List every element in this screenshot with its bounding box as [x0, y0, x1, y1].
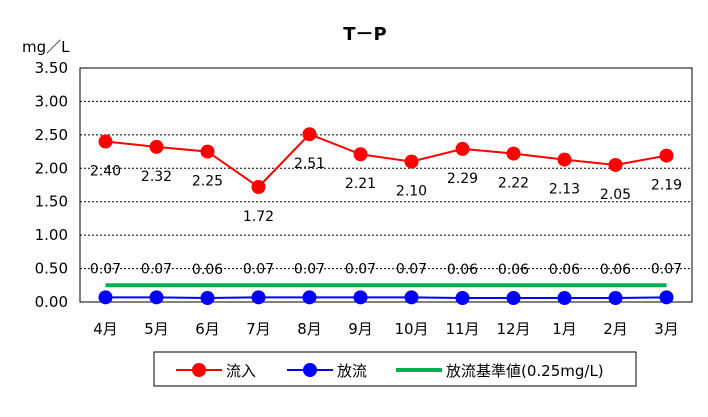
- data-point-series-1: [149, 139, 164, 154]
- data-point-series-2: [353, 290, 368, 305]
- y-tick-label: 2.50: [35, 126, 68, 144]
- data-point-series-2: [455, 290, 470, 305]
- data-label-series-2: 0.07: [651, 261, 682, 277]
- series-line-2: [105, 296, 667, 299]
- y-tick-label: 0.50: [35, 260, 68, 278]
- data-label-series-1: 2.22: [498, 176, 529, 192]
- x-axis-tick-labels: 4月 5月 6月 7月 8月 9月 10月 11月 12月 1月 2月 3月: [93, 320, 679, 338]
- data-point-series-2: [608, 290, 623, 305]
- data-label-series-2: 0.07: [243, 261, 274, 277]
- x-tick-label: 8月: [297, 320, 322, 338]
- data-label-series-2: 0.06: [549, 262, 580, 278]
- data-label-series-1: 2.10: [396, 184, 427, 200]
- data-label-series-1: 2.32: [141, 169, 172, 185]
- data-label-series-1: 2.40: [90, 164, 121, 180]
- y-tick-label: 2.00: [35, 159, 68, 177]
- y-tick-label: 0.00: [35, 293, 68, 311]
- data-point-series-1: [302, 127, 317, 142]
- data-point-series-1: [353, 147, 368, 162]
- data-label-series-1: 2.13: [549, 182, 580, 198]
- x-tick-label: 1月: [552, 320, 577, 338]
- data-point-series-1: [608, 157, 623, 172]
- y-axis-unit-label: mg／L: [22, 38, 70, 56]
- data-point-series-2: [404, 290, 419, 305]
- chart-title: T－P: [343, 24, 386, 45]
- y-tick-label: 3.50: [35, 59, 68, 77]
- legend-label-series-1: 流入: [226, 362, 256, 380]
- data-point-series-2: [302, 290, 317, 305]
- data-label-series-1: 2.21: [345, 176, 376, 192]
- x-tick-label: 11月: [445, 320, 479, 338]
- y-tick-label: 1.50: [35, 193, 68, 211]
- x-tick-label: 7月: [246, 320, 271, 338]
- data-label-series-2: 0.06: [498, 262, 529, 278]
- data-label-series-1: 2.25: [192, 174, 223, 190]
- data-label-series-1: 2.29: [447, 171, 478, 187]
- data-point-series-2: [200, 290, 215, 305]
- x-tick-label: 12月: [496, 320, 530, 338]
- data-label-series-1: 2.51: [294, 156, 325, 172]
- data-point-series-2: [659, 290, 674, 305]
- plot-area-frame: [79, 67, 693, 303]
- legend-marker-series-2: [303, 363, 317, 377]
- data-point-series-1: [557, 152, 572, 167]
- data-point-series-1: [455, 141, 470, 156]
- data-labels-layer: 2.40 2.32 2.25 1.72 2.51 2.21 2.10 2.29 2.22 2.13…: [90, 156, 682, 278]
- data-point-series-2: [251, 290, 266, 305]
- data-point-series-1: [404, 154, 419, 169]
- legend-marker-series-1: [192, 363, 206, 377]
- x-tick-label: 9月: [348, 320, 373, 338]
- legend: 流入 放流 放流基準値(0.25mg/L): [153, 351, 637, 387]
- data-label-series-2: 0.06: [192, 262, 223, 278]
- data-point-series-2: [506, 290, 521, 305]
- data-point-series-1: [251, 180, 266, 195]
- data-label-series-2: 0.07: [396, 261, 427, 277]
- legend-label-series-2: 放流: [337, 362, 367, 380]
- data-label-series-1: 2.19: [651, 178, 682, 194]
- series-line-1: [105, 133, 667, 189]
- data-point-series-1: [506, 146, 521, 161]
- y-tick-label: 3.00: [35, 92, 68, 110]
- legend-label-series-3: 放流基準値(0.25mg/L): [446, 362, 604, 380]
- y-tick-label: 1.00: [35, 226, 68, 244]
- data-label-series-2: 0.07: [141, 261, 172, 277]
- data-label-series-1: 1.72: [243, 209, 274, 225]
- data-point-series-2: [98, 290, 113, 305]
- x-tick-label: 6月: [195, 320, 220, 338]
- x-tick-label: 4月: [93, 320, 118, 338]
- y-axis-tick-labels: 0.00 0.50 1.00 1.50 2.00 2.50 3.00 3.50: [35, 59, 68, 311]
- data-point-series-1: [659, 148, 674, 163]
- data-label-series-2: 0.06: [447, 262, 478, 278]
- x-tick-label: 2月: [603, 320, 628, 338]
- data-point-series-1: [200, 144, 215, 159]
- data-label-series-2: 0.07: [90, 261, 121, 277]
- data-label-series-2: 0.07: [345, 261, 376, 277]
- data-label-series-2: 0.07: [294, 261, 325, 277]
- data-point-series-2: [557, 290, 572, 305]
- grid-lines: [80, 100, 692, 270]
- series-layer: [98, 127, 674, 305]
- data-label-series-2: 0.06: [600, 262, 631, 278]
- x-tick-label: 10月: [394, 320, 428, 338]
- x-tick-label: 3月: [654, 320, 679, 338]
- data-label-series-1: 2.05: [600, 187, 631, 203]
- data-point-series-1: [98, 134, 113, 149]
- legend-box: [153, 351, 637, 387]
- data-point-series-2: [149, 290, 164, 305]
- x-tick-label: 5月: [144, 320, 169, 338]
